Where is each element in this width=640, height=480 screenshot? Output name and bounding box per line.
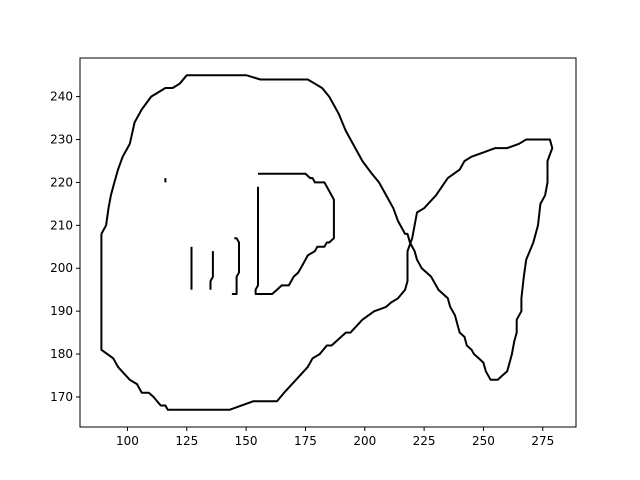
- series-line-5: [254, 172, 335, 295]
- series-lines: [100, 74, 554, 411]
- x-tick-label: 250: [472, 434, 495, 448]
- series-line-4: [231, 237, 240, 295]
- y-tick-label: 230: [50, 133, 73, 147]
- x-tick-label: 150: [235, 434, 258, 448]
- x-tick-label: 125: [175, 434, 198, 448]
- y-tick-label: 220: [50, 175, 73, 189]
- x-tick-label: 200: [353, 434, 376, 448]
- y-tick-label: 240: [50, 90, 73, 104]
- x-tick-label: 100: [116, 434, 139, 448]
- x-axis: 100 125 150 175 200 225 250 275: [116, 427, 554, 448]
- y-axis: 170 180 190 200 210 220 230 240: [50, 90, 80, 404]
- series-line-0: [100, 74, 554, 411]
- y-tick-label: 190: [50, 304, 73, 318]
- x-tick-label: 175: [294, 434, 317, 448]
- axes-frame: [79, 57, 577, 428]
- series-line-3: [209, 251, 214, 290]
- y-tick-label: 180: [50, 347, 73, 361]
- y-tick-label: 200: [50, 261, 73, 275]
- y-tick-label: 170: [50, 390, 73, 404]
- y-tick-label: 210: [50, 218, 73, 232]
- x-tick-label: 275: [531, 434, 554, 448]
- x-tick-label: 225: [413, 434, 436, 448]
